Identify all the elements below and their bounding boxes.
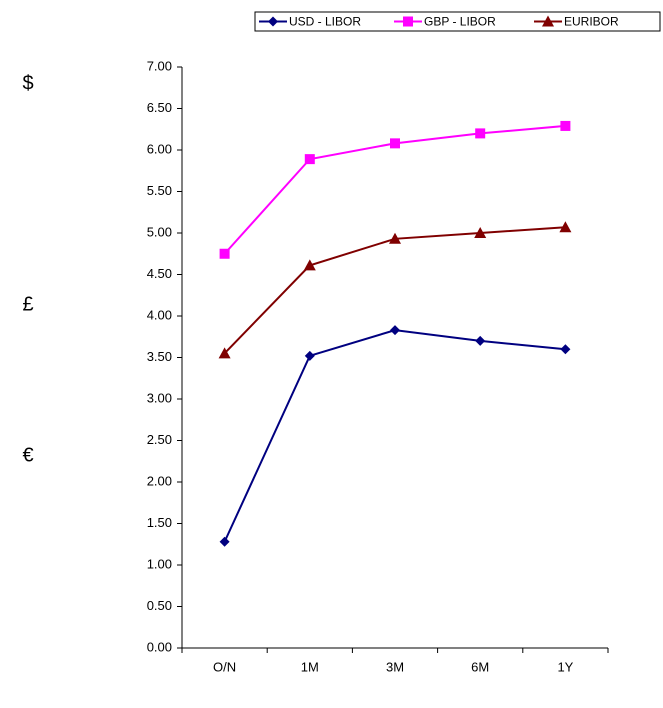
y-tick-label: 1.00 bbox=[147, 556, 172, 571]
y-tick-label: 1.50 bbox=[147, 515, 172, 530]
y-tick-label: 5.00 bbox=[147, 224, 172, 239]
y-tick-label: 6.00 bbox=[147, 141, 172, 156]
marker bbox=[218, 347, 231, 359]
y-tick-label: 3.00 bbox=[147, 390, 172, 405]
marker bbox=[475, 335, 486, 346]
marker bbox=[219, 536, 230, 547]
y-tick-label: 2.00 bbox=[147, 473, 172, 488]
marker bbox=[304, 154, 315, 165]
marker bbox=[390, 325, 400, 336]
marker bbox=[304, 350, 315, 361]
legend-box bbox=[254, 11, 661, 32]
legend-marker bbox=[542, 15, 554, 27]
x-tick-label: 1M bbox=[301, 659, 319, 674]
y-tick-label: 2.50 bbox=[147, 432, 172, 447]
currency-label: £ bbox=[22, 293, 33, 315]
y-tick-label: 0.00 bbox=[147, 639, 172, 654]
x-tick-label: O/N bbox=[213, 659, 236, 674]
y-tick-label: 0.50 bbox=[147, 598, 172, 613]
marker bbox=[219, 248, 230, 259]
legend-marker bbox=[403, 16, 413, 27]
y-tick-label: 5.50 bbox=[147, 183, 172, 198]
x-tick-label: 1Y bbox=[557, 659, 573, 674]
legend-label: USD - LIBOR bbox=[289, 15, 361, 29]
marker bbox=[559, 221, 572, 233]
currency-label: $ bbox=[22, 72, 33, 94]
marker bbox=[389, 232, 401, 244]
legend-label: GBP - LIBOR bbox=[424, 15, 496, 29]
marker bbox=[303, 259, 316, 271]
marker bbox=[560, 120, 571, 131]
legend-marker bbox=[268, 16, 278, 27]
y-tick-label: 3.50 bbox=[147, 349, 172, 364]
currency-label: € bbox=[22, 444, 33, 466]
y-tick-label: 7.00 bbox=[147, 58, 172, 73]
marker bbox=[474, 227, 487, 238]
marker bbox=[560, 344, 571, 355]
x-tick-label: 3M bbox=[386, 659, 404, 674]
marker bbox=[475, 128, 486, 139]
marker bbox=[390, 138, 400, 149]
x-tick-label: 6M bbox=[471, 659, 489, 674]
y-tick-label: 6.50 bbox=[147, 100, 172, 115]
y-tick-label: 4.00 bbox=[147, 307, 172, 322]
y-tick-label: 4.50 bbox=[147, 266, 172, 281]
legend-label: EURIBOR bbox=[564, 15, 619, 29]
